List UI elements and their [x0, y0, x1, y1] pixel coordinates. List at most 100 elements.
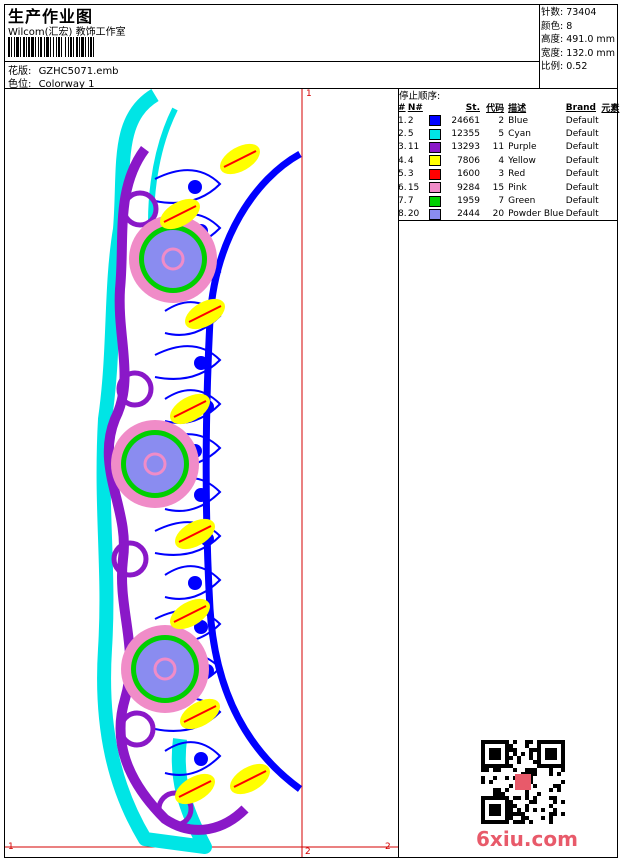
qr-module: [549, 756, 553, 760]
barcode: [8, 37, 151, 57]
qr-module: [505, 776, 509, 780]
color-code: 5: [498, 129, 505, 140]
qr-module: [505, 812, 509, 816]
qr-module: [549, 772, 553, 776]
swatch: [428, 168, 451, 181]
qr-module: [557, 784, 561, 788]
color-description: Blue: [508, 115, 529, 126]
red-leaf-vein: [223, 150, 257, 168]
stitch-count: 2444: [457, 209, 480, 220]
color-description: Yellow: [508, 155, 536, 166]
qr-module: [485, 768, 489, 772]
qr-module: [561, 760, 565, 764]
qr-module: [549, 796, 553, 800]
blue-lace-loop: [154, 169, 222, 204]
qr-center-logo: [515, 774, 531, 790]
header-inner-divider: [4, 61, 540, 62]
table-divider: [398, 220, 618, 221]
qr-module: [549, 752, 553, 756]
qr-module: [533, 760, 537, 764]
qr-module: [517, 796, 521, 800]
qr-module: [553, 752, 557, 756]
qr-module: [541, 816, 545, 820]
color-description: Cyan: [508, 129, 531, 140]
color-code: 7: [498, 196, 505, 207]
qr-module: [525, 816, 529, 820]
qr-module: [561, 744, 565, 748]
qr-module: [505, 808, 509, 812]
qr-module: [505, 760, 509, 764]
color-count: 颜色: 8: [541, 20, 573, 32]
guide-label-bottom-mid: 2: [305, 847, 311, 857]
stitch-count: 针数: 73404: [541, 7, 597, 18]
brand: Default: [565, 209, 599, 220]
qr-module: [497, 796, 501, 800]
purple-curl: [118, 710, 156, 748]
qr-module: [545, 748, 549, 752]
qr-module: [505, 748, 509, 752]
color-code: 20: [492, 209, 505, 220]
table-header-row: # N# St. 代码 描述 Brand 元素: [398, 101, 620, 115]
needle-number: 20: [407, 209, 420, 220]
blue-lace-dot: [194, 488, 208, 502]
stitch-count: 12355: [451, 129, 480, 140]
qr-module: [481, 820, 485, 824]
header-divider: [4, 88, 618, 89]
guide-label-bottom-left: 1: [8, 842, 14, 852]
qr-module: [481, 764, 485, 768]
qr-module: [497, 740, 501, 744]
qr-module: [561, 780, 565, 784]
embroidery-preview: [5, 89, 398, 857]
table-row: 2. 5 12355 5 Cyan Default: [398, 127, 620, 140]
flower-pink-swirl: [143, 452, 167, 476]
qr-module: [489, 812, 493, 816]
qr-module: [553, 784, 557, 788]
flower-pink-swirl: [153, 657, 177, 681]
qr-module: [525, 804, 529, 808]
colorway-label: 色位:: [8, 79, 32, 90]
qr-module: [485, 796, 489, 800]
qr-module: [553, 748, 557, 752]
qr-module: [525, 740, 529, 744]
qr-module: [485, 740, 489, 744]
qr-module: [553, 800, 557, 804]
guide-label-top-right: 1: [306, 89, 312, 99]
color-description: Powder Blue: [508, 209, 564, 220]
color-swatch: [428, 141, 441, 153]
qr-module: [513, 812, 517, 816]
qr-module: [513, 804, 517, 808]
col-header-description: 描述: [508, 104, 527, 114]
color-swatch: [428, 182, 441, 194]
guide-label-bottom-right: 2: [385, 842, 391, 852]
qr-code: [481, 740, 565, 824]
red-leaf-vein: [178, 780, 212, 798]
qr-module: [513, 820, 517, 824]
qr-module: [493, 796, 497, 800]
qr-module: [537, 744, 541, 748]
qr-module: [537, 792, 541, 796]
qr-module: [493, 788, 497, 792]
swatch: [428, 181, 451, 194]
qr-module: [509, 748, 513, 752]
red-leaf-vein: [163, 205, 197, 223]
qr-module: [529, 768, 533, 772]
purple-curl: [156, 790, 194, 828]
qr-module: [505, 764, 509, 768]
blue-lace-loop: [164, 565, 222, 600]
flower-powder-center: [126, 435, 184, 493]
qr-module: [549, 804, 553, 808]
qr-module: [537, 748, 541, 752]
qr-module: [505, 816, 509, 820]
qr-module: [561, 764, 565, 768]
red-leaf-vein: [188, 305, 222, 323]
blue-lace-loop: [154, 345, 222, 380]
stop-sequence-title: 停止顺序:: [399, 91, 441, 102]
blue-lace-dot: [188, 180, 202, 194]
qr-module: [525, 808, 529, 812]
qr-module: [533, 768, 537, 772]
qr-module: [489, 764, 493, 768]
brand: Default: [565, 169, 599, 180]
blue-lace-dot: [194, 356, 208, 370]
design-file-row: 花版: GZHC5071.emb: [8, 62, 119, 77]
element: [601, 154, 620, 167]
